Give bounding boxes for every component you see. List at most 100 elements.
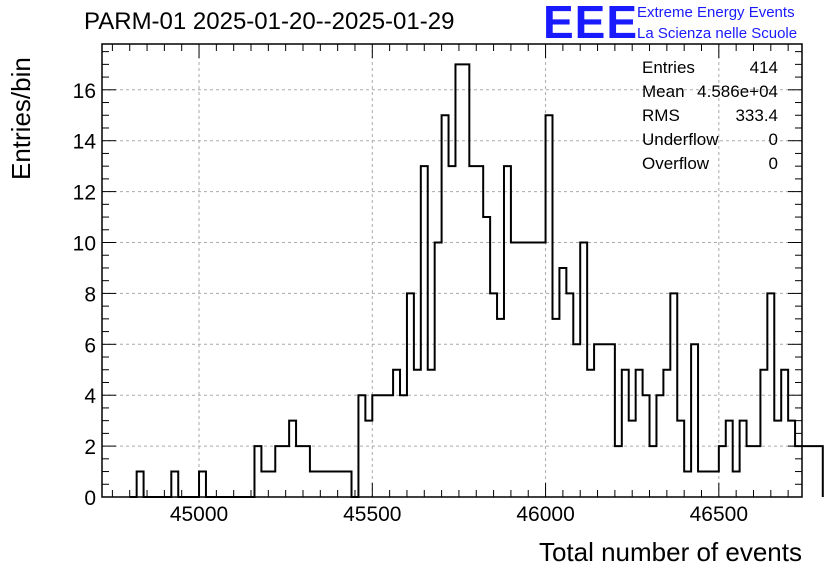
histogram-bin [379, 395, 386, 497]
histogram-bin [615, 446, 622, 497]
histogram-bin [449, 166, 456, 497]
histogram-bin [497, 319, 504, 497]
histogram-bin [303, 446, 310, 497]
histogram-bin [656, 395, 663, 497]
x-tick-label: 46000 [516, 503, 574, 526]
histogram-bin [622, 370, 629, 497]
stat-mean: Mean 4.586e+04 [642, 82, 782, 106]
stat-label: Underflow [642, 130, 719, 149]
histogram-bin [331, 472, 338, 497]
histogram-bin [393, 370, 400, 497]
histogram-bin [171, 472, 178, 497]
histogram-bin [254, 446, 261, 497]
stat-rms: RMS 333.4 [642, 106, 782, 130]
histogram-bin [539, 243, 546, 497]
histogram-bin [580, 243, 587, 497]
histogram-bin [677, 421, 684, 497]
histogram-bin [636, 370, 643, 497]
histogram-bin [573, 344, 580, 497]
histogram-bin [691, 344, 698, 497]
histogram-bin [546, 115, 553, 497]
histogram-bin [726, 421, 733, 497]
histogram-bin [712, 472, 719, 497]
y-tick-label: 10 [73, 233, 96, 256]
histogram-bin [442, 115, 449, 497]
histogram-bin [816, 446, 823, 497]
histogram-bin [552, 319, 559, 497]
histogram-bin [476, 166, 483, 497]
histogram-bin [511, 243, 518, 497]
histogram-bin [643, 395, 650, 497]
histogram-bin [504, 166, 511, 497]
histogram-bin [338, 472, 345, 497]
histogram-bin [428, 370, 435, 497]
histogram-bin [275, 446, 282, 497]
logo-line-2: La Scienza nelle Scuole [637, 25, 798, 42]
histogram-bin [788, 421, 795, 497]
histogram-bin [469, 166, 476, 497]
histogram-bin [663, 370, 670, 497]
histogram-bin [400, 395, 407, 497]
y-tick-label: 14 [73, 131, 97, 154]
histogram-bin [629, 421, 636, 497]
histogram-bin [483, 217, 490, 497]
histogram-bin [358, 395, 365, 497]
histogram-bin [386, 395, 393, 497]
y-tick-label: 4 [84, 385, 96, 408]
histogram-bin [733, 472, 740, 497]
histogram-bin [795, 446, 802, 497]
histogram-bin [414, 370, 421, 497]
histogram-bin [809, 446, 816, 497]
histogram-bin [462, 64, 469, 497]
stat-value: 0 [768, 130, 778, 149]
stat-value: 4.586e+04 [697, 82, 778, 101]
stat-value: 333.4 [735, 106, 778, 125]
histogram-bin [345, 472, 352, 497]
stat-value: 0 [768, 154, 778, 173]
histogram-bin [781, 370, 788, 497]
stat-label: Overflow [642, 154, 710, 173]
histogram-bin [525, 243, 532, 497]
y-tick-label: 16 [73, 80, 96, 103]
x-tick-label: 45000 [170, 503, 228, 526]
y-tick-label: 6 [84, 334, 96, 357]
histogram-bin [317, 472, 324, 497]
histogram-bin [650, 446, 657, 497]
histogram-bin [289, 421, 296, 497]
histogram-bin [719, 446, 726, 497]
histogram-bin [407, 293, 414, 497]
histogram-bin [435, 243, 442, 497]
plot-frame [101, 43, 803, 498]
stat-value: 414 [749, 58, 778, 77]
histogram-bin [421, 166, 428, 497]
histogram-bin [587, 370, 594, 497]
histogram-bin [199, 472, 206, 497]
histogram-bin [670, 293, 677, 497]
y-tick-label: 8 [84, 283, 96, 306]
stats-box: Entries 414 Mean 4.586e+04 RMS 333.4 Und… [642, 58, 782, 178]
histogram-bin [365, 421, 372, 497]
histogram-bin [455, 64, 462, 497]
histogram-bin [282, 446, 289, 497]
histogram-bin [518, 243, 525, 497]
histogram-bin [767, 293, 774, 497]
y-tick-label: 12 [73, 182, 96, 205]
histogram-bin [532, 243, 539, 497]
histogram-bin [753, 446, 760, 497]
histogram-bin [802, 446, 809, 497]
histogram-bin [137, 472, 144, 497]
histogram-bin [296, 446, 303, 497]
histogram-outline [129, 63, 824, 498]
histogram-bin [760, 370, 767, 497]
y-tick-label: 0 [84, 487, 96, 510]
histogram-bin [705, 472, 712, 497]
histogram-bin [740, 421, 747, 497]
histogram-bin [594, 344, 601, 497]
histogram-bin [601, 344, 608, 497]
x-axis-label: Total number of events [538, 537, 802, 567]
histogram-bin [566, 293, 573, 497]
chart-title: PARM-01 2025-01-20--2025-01-29 [84, 8, 455, 35]
x-tick-label: 46500 [690, 503, 748, 526]
stat-entries: Entries 414 [642, 58, 782, 82]
